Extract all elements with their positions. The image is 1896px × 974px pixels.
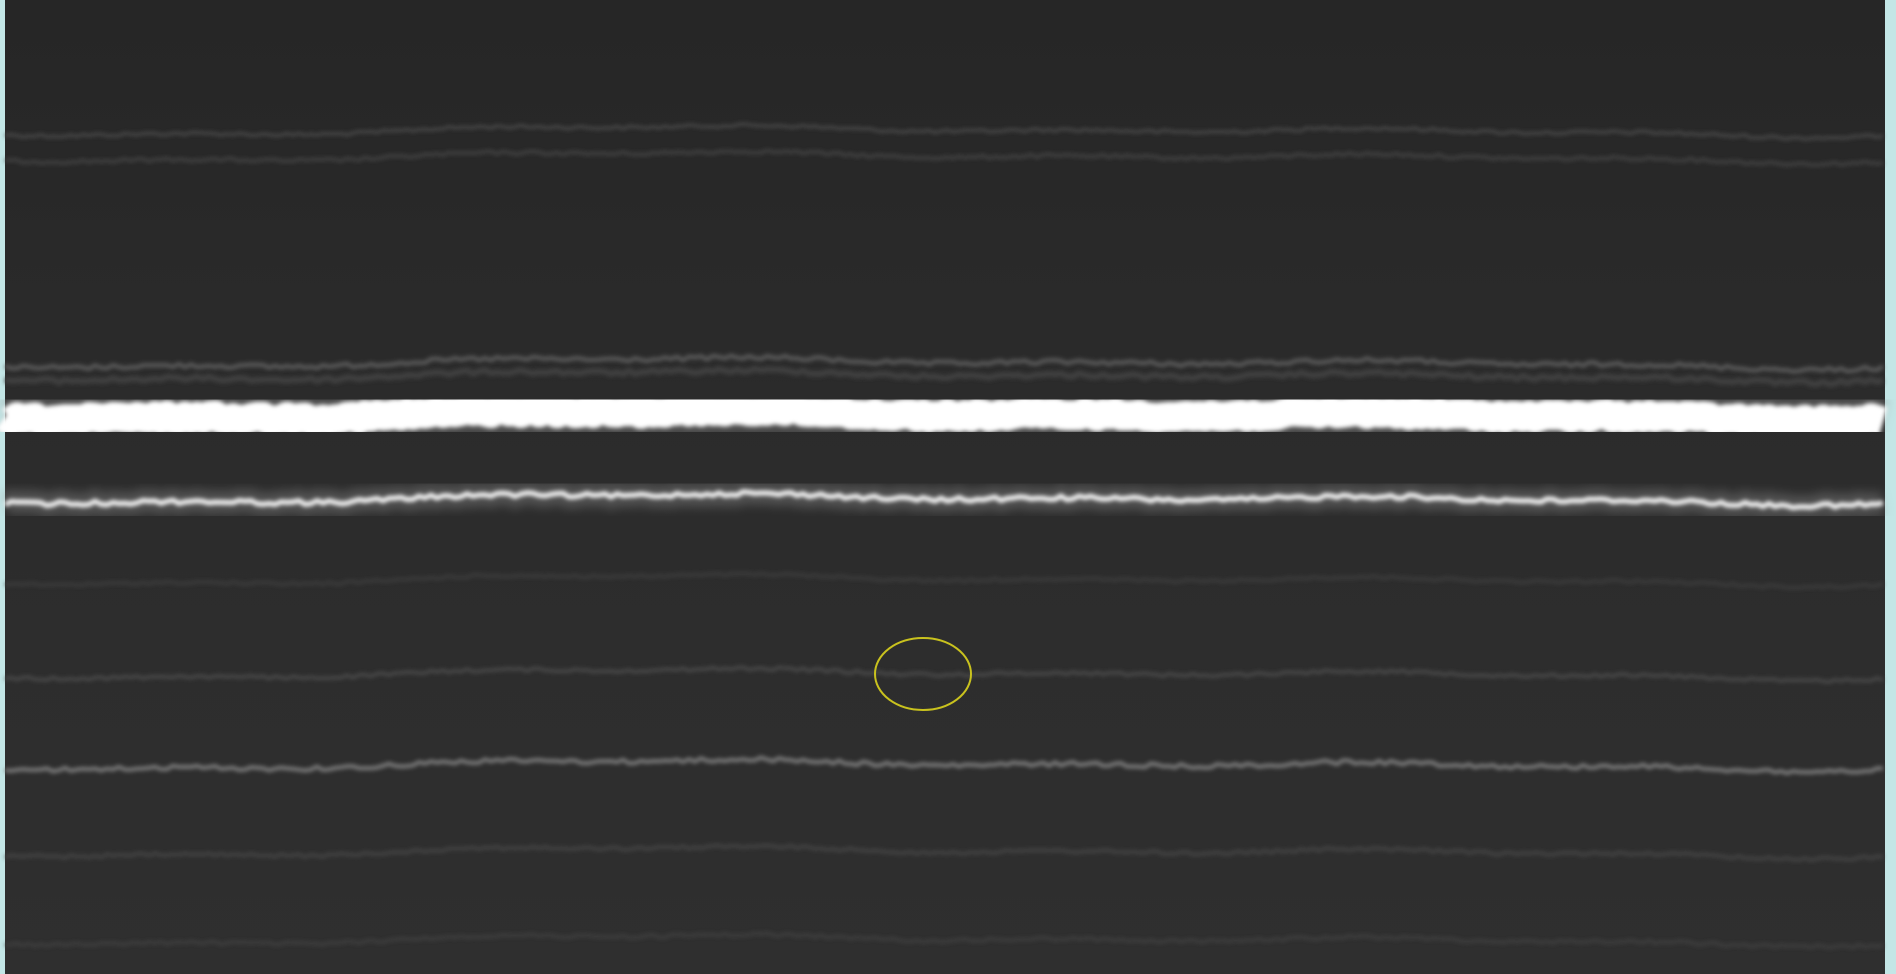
spectral-line [4, 572, 1884, 590]
photo-background [5, 0, 1885, 974]
spectral-line [4, 148, 1884, 167]
spectral-line [4, 755, 1884, 776]
highlight-circle [874, 637, 972, 711]
spectral-line [4, 844, 1884, 862]
spectral-line [4, 122, 1884, 141]
spectral-line [4, 665, 1884, 684]
spectral-line [4, 365, 1884, 388]
spectral-lines [0, 122, 1892, 950]
spectral-line [4, 353, 1885, 374]
spectral-line [4, 931, 1884, 950]
spectral-line [3, 489, 1884, 511]
spectral-line [0, 392, 1892, 439]
